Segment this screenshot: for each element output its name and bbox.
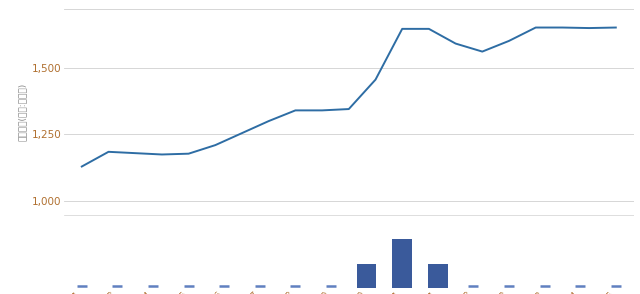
Bar — [392, 239, 412, 288]
Y-axis label: 거래금액(단위:백만원): 거래금액(단위:백만원) — [19, 83, 28, 141]
Bar — [357, 264, 376, 288]
Bar — [428, 264, 447, 288]
